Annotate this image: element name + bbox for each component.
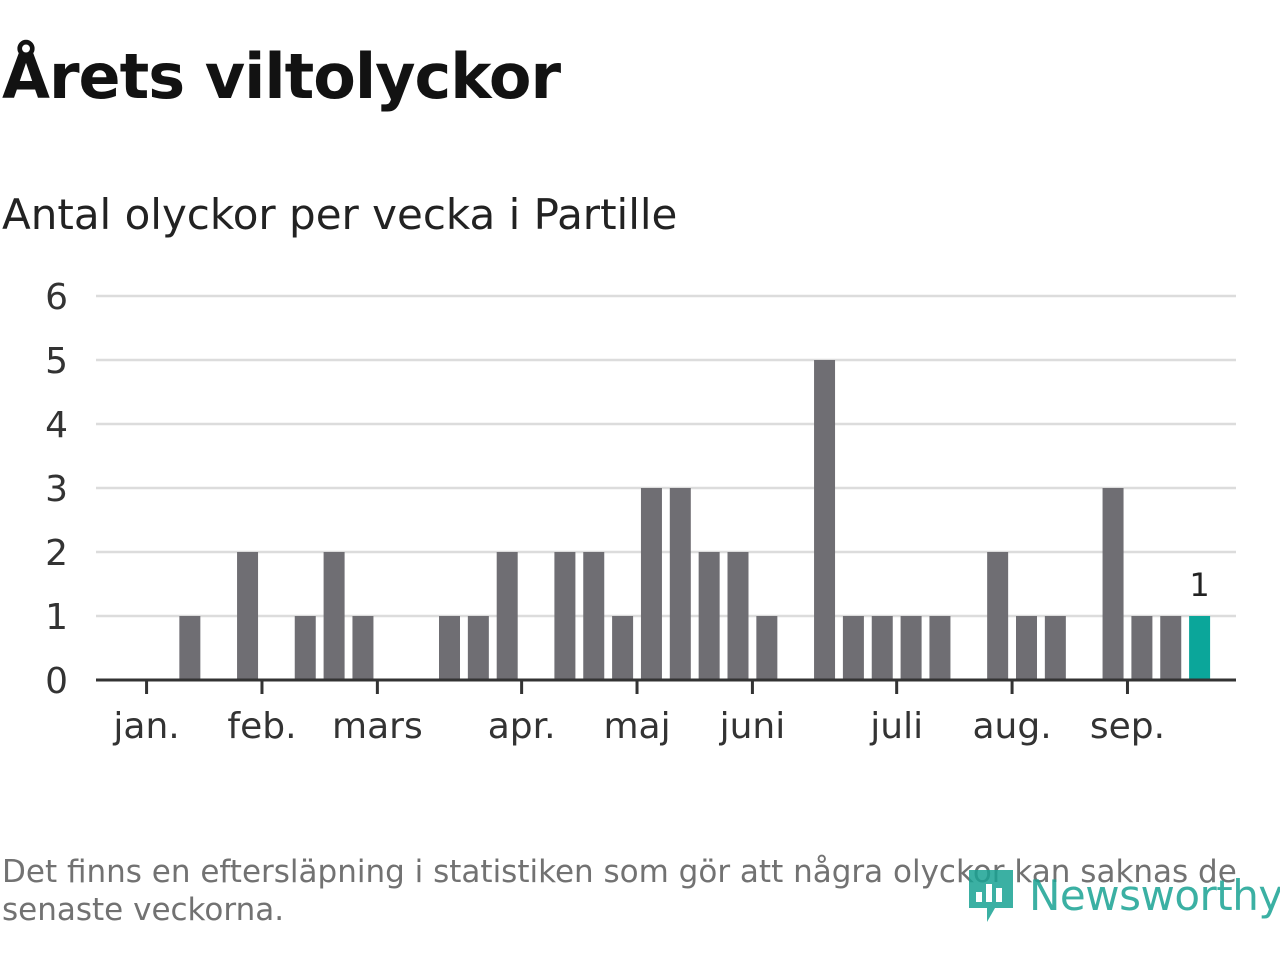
bar	[1102, 488, 1124, 680]
bar	[727, 552, 749, 680]
bar	[237, 552, 259, 680]
bar	[583, 552, 605, 680]
bar	[294, 616, 316, 680]
brand-name: Newsworthy	[1029, 870, 1280, 920]
bar	[1044, 616, 1066, 680]
x-tick-label: jan.	[112, 706, 179, 747]
bar	[1131, 616, 1153, 680]
x-tick-label: sep.	[1090, 706, 1165, 747]
y-tick-label: 6	[45, 277, 68, 318]
x-tick-label: mars	[332, 706, 423, 747]
x-tick-label: juli	[869, 706, 923, 747]
x-axis-labels: jan. feb. mars apr. maj juni juli aug. sep.	[112, 706, 1165, 747]
x-tick-label: maj	[603, 706, 670, 747]
x-axis	[96, 678, 1236, 694]
x-tick-label: aug.	[972, 706, 1051, 747]
annotations: 1	[1189, 566, 1209, 604]
chart-title: Årets viltolyckor	[2, 40, 561, 113]
bar	[179, 616, 201, 680]
bar	[842, 616, 864, 680]
x-tick-label: feb.	[227, 706, 296, 747]
bar	[1016, 616, 1037, 680]
bar	[640, 488, 662, 680]
bar	[814, 360, 836, 680]
bar	[612, 616, 634, 680]
bar	[352, 616, 374, 680]
highlight-value-label: 1	[1189, 566, 1209, 604]
bar	[929, 616, 951, 680]
bar-chart: 0 1 2 3 4 5 6 jan. feb. mars apr. maj juni juli aug. s…	[45, 277, 1236, 747]
bar	[467, 616, 489, 680]
y-tick-label: 2	[45, 533, 68, 574]
x-tick-label: juni	[719, 706, 786, 747]
bar	[323, 552, 345, 680]
bar	[554, 552, 576, 680]
x-tick-label: apr.	[488, 706, 556, 747]
y-tick-label: 0	[45, 661, 68, 702]
footnote: Det finns en eftersläpning i statistiken…	[2, 854, 1237, 928]
chart-subtitle: Antal olyckor per vecka i Partille	[2, 190, 678, 239]
bar	[1160, 616, 1182, 680]
bar	[756, 616, 778, 680]
y-tick-label: 5	[45, 341, 68, 382]
bar	[987, 552, 1009, 680]
bars	[179, 360, 1211, 680]
y-tick-label: 4	[45, 405, 68, 446]
bar	[496, 552, 518, 680]
brand-logo: Newsworthy	[965, 860, 1280, 930]
y-axis-labels: 0 1 2 3 4 5 6	[45, 277, 68, 702]
highlighted-bar	[1189, 616, 1211, 680]
bar	[698, 552, 720, 680]
bar	[669, 488, 691, 680]
bar	[900, 616, 922, 680]
y-tick-label: 3	[45, 469, 68, 510]
gridlines	[96, 294, 1236, 618]
bar	[439, 616, 460, 680]
y-tick-label: 1	[45, 597, 68, 638]
bar	[871, 616, 893, 680]
newsworthy-logo-icon	[969, 870, 1013, 922]
